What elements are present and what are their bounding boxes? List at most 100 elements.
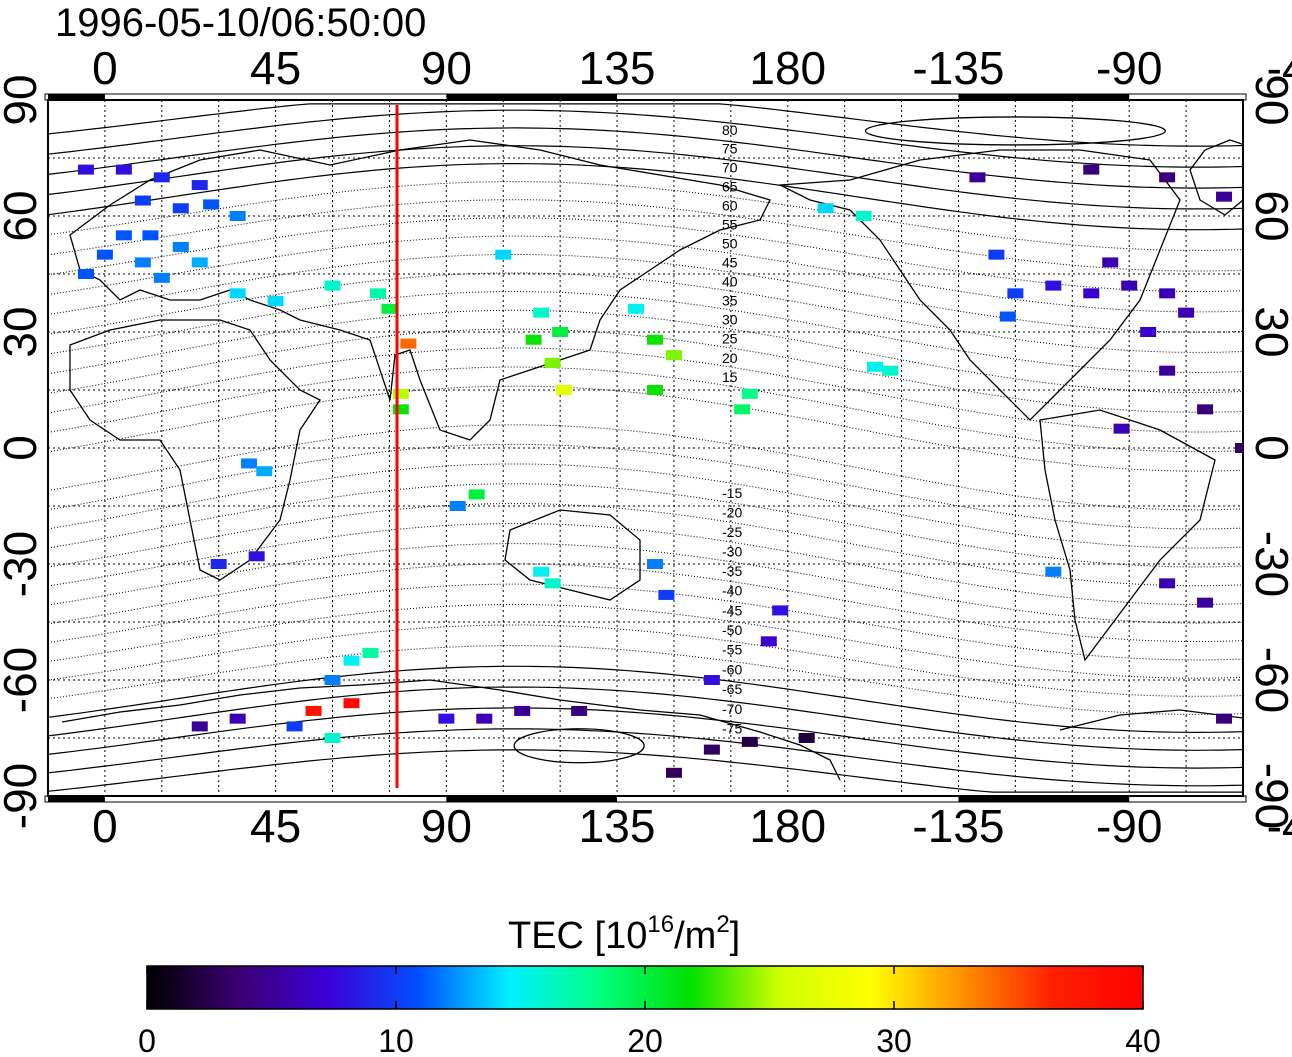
tec-observation-cell [1083,288,1100,299]
tec-observation-cell [867,361,884,372]
mlat-contour [48,645,1243,715]
magnetic-latitude-label: -65 [722,681,742,697]
magnetic-latitude-label: -60 [722,661,742,677]
left-latitude-label: 60 [0,190,46,241]
mlat-contour [48,424,1243,511]
tec-observation-cell [495,249,512,260]
mlat-contour [48,235,1243,313]
right-latitude-label: 30 [1246,306,1292,357]
top-longitude-label: 180 [749,42,826,94]
tec-observation-cell [229,713,246,724]
right-latitude-label: 0 [1246,435,1292,461]
left-latitude-label: -90 [0,763,46,829]
tec-observation-cell [229,288,246,299]
mlat-contour [48,543,1243,624]
tec-observation-cell [77,269,94,279]
top-longitude-label: -135 [912,42,1004,94]
map-border-segment [446,796,618,802]
tec-observation-cell [646,334,663,345]
mlat-contour [48,503,1243,587]
coastline-antarctica [61,679,1243,781]
top-longitude-label: 90 [421,42,472,94]
tec-observation-cell [267,296,284,307]
tec-observation-cell [1159,365,1176,376]
magnetic-latitude-label: -40 [722,583,742,599]
tec-observation-cell [1102,257,1119,268]
tec-observation-cell [646,559,663,569]
mlat-contour [48,328,1243,413]
mlat-contour [48,483,1243,568]
tec-observation-cell [1045,566,1062,577]
tec-observation-cell [1007,288,1024,299]
tec-observation-cell [1140,327,1157,337]
tec-observation-cell [229,211,246,221]
map-border-top [44,93,1247,101]
mlat-contour [48,272,1243,353]
tec-observation-cell [544,578,561,589]
tec-observation-cell [760,636,777,647]
magnetic-latitude-label: 40 [722,273,738,289]
coastline-australia [504,509,641,601]
tec-observation-cell [1216,713,1233,724]
magnetic-latitude-label: 15 [722,369,738,385]
tec-observation-cell [476,713,493,724]
mlat-contour [48,624,1243,697]
magnetic-latitude-label: 25 [722,331,738,347]
mlat-contour [48,254,1243,333]
tec-observation-cell [969,172,986,183]
magnetic-latitude-label: -50 [722,622,742,638]
magnetic-latitude-labels: 80 75 70 65 60 55 50 45 40 35 30 25 20 15 -15 -20 -25 -30… [722,122,742,737]
mlat-contour [48,145,1243,210]
bottom-longitude-label: -135 [912,800,1004,852]
tec-observation-cell [628,303,645,314]
tec-observation-cell [1045,280,1062,291]
magnetic-latitude-label: 20 [722,350,738,366]
tec-observation-cell [324,675,341,685]
right-latitude-label: 90 [1246,74,1292,125]
tec-observation-cell [362,647,379,658]
magnetic-latitude-label: 65 [722,178,738,194]
coastline-north-america [777,149,1181,421]
left-latitude-label: -30 [0,531,46,597]
tec-observation-cell [1113,423,1130,434]
tec-observation-cell [1159,172,1176,183]
tec-observation-cell [525,334,542,345]
tec-observation-cell [741,388,758,399]
tec-observation-cell [191,257,208,268]
tec-observation-cell [855,211,872,221]
tec-observation-cell [381,303,398,314]
mlat-contour [48,217,1243,292]
bottom-longitude-label: 0 [92,800,118,852]
tec-observation-cell [134,257,151,268]
tec-observation-cell [324,280,341,291]
magnetic-latitude-label: 55 [722,216,738,232]
tec-observation-cell [77,164,94,175]
tec-observation-cell [392,404,409,415]
map-border-bottom [44,795,1247,803]
mlat-contour [48,366,1243,453]
right-latitude-label: 60 [1246,190,1292,241]
map-border-segment [446,94,618,100]
top-longitude-label: 0 [92,42,118,94]
mlat-contour-north-pole [864,116,1167,146]
right-latitude-label: -90 [1246,763,1292,829]
mlat-contour [48,728,1243,787]
mlat-contour [48,707,1243,769]
colorbar-tick-label: 40 [1125,1023,1161,1057]
bottom-longitude-label: -90 [1096,800,1162,852]
tec-observation-cell [1083,164,1100,175]
mlat-contour [48,103,1243,147]
magnetic-latitude-label: 30 [722,311,738,327]
colorbar-tick-label: 10 [378,1023,414,1057]
coastline-south-america [1039,409,1216,662]
timestamp-title: 1996-05-10/06:50:00 [55,1,426,45]
magnetic-latitude-contours [48,103,1243,793]
tec-observation-cell [1121,280,1138,291]
tec-observation-cell [153,172,170,183]
tec-observation-cell [544,357,561,368]
mlat-contour [48,347,1243,433]
tec-observation-cell [115,164,132,175]
tec-observation-cell [1197,597,1214,608]
mlat-contour [48,749,1243,793]
coastline-africa [69,319,321,581]
